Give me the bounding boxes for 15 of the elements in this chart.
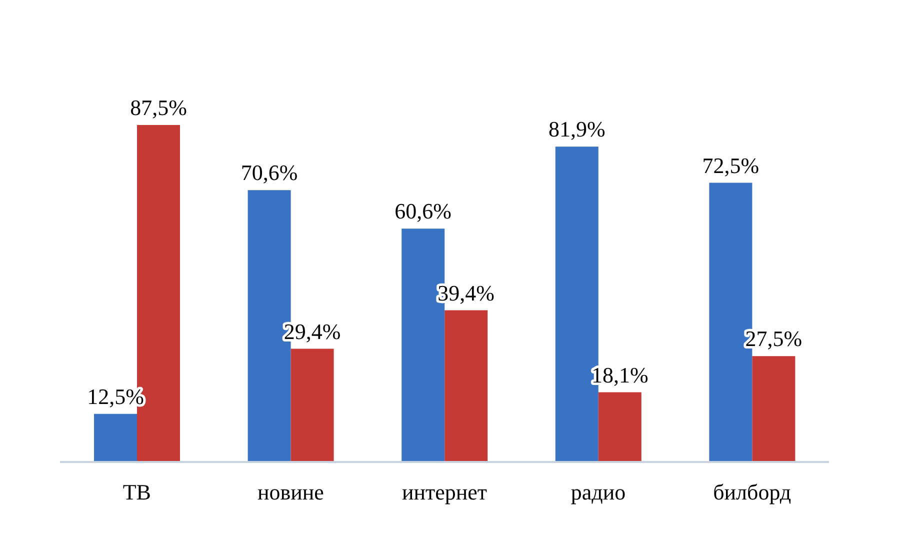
data-label: 87,5%	[130, 95, 187, 120]
bar	[94, 414, 137, 462]
x-tick-label: новине	[257, 480, 324, 505]
data-label: 81,9%	[548, 116, 606, 142]
x-tick-label: билборд	[713, 480, 792, 505]
bar	[598, 392, 642, 462]
x-tick-label: радио	[570, 480, 626, 505]
data-label: 60,6%	[394, 198, 452, 224]
x-tick-label: интернет	[402, 480, 488, 505]
bar	[752, 356, 796, 462]
data-label: 72,5%	[702, 152, 760, 178]
x-tick-label: ТВ	[122, 480, 151, 505]
data-label: 70,6%	[240, 160, 298, 186]
bar	[444, 310, 488, 462]
bar	[290, 348, 334, 462]
